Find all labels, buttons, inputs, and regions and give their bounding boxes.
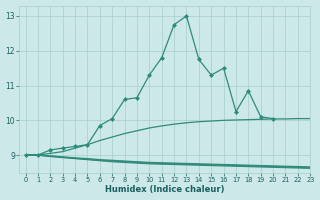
X-axis label: Humidex (Indice chaleur): Humidex (Indice chaleur) bbox=[105, 185, 225, 194]
